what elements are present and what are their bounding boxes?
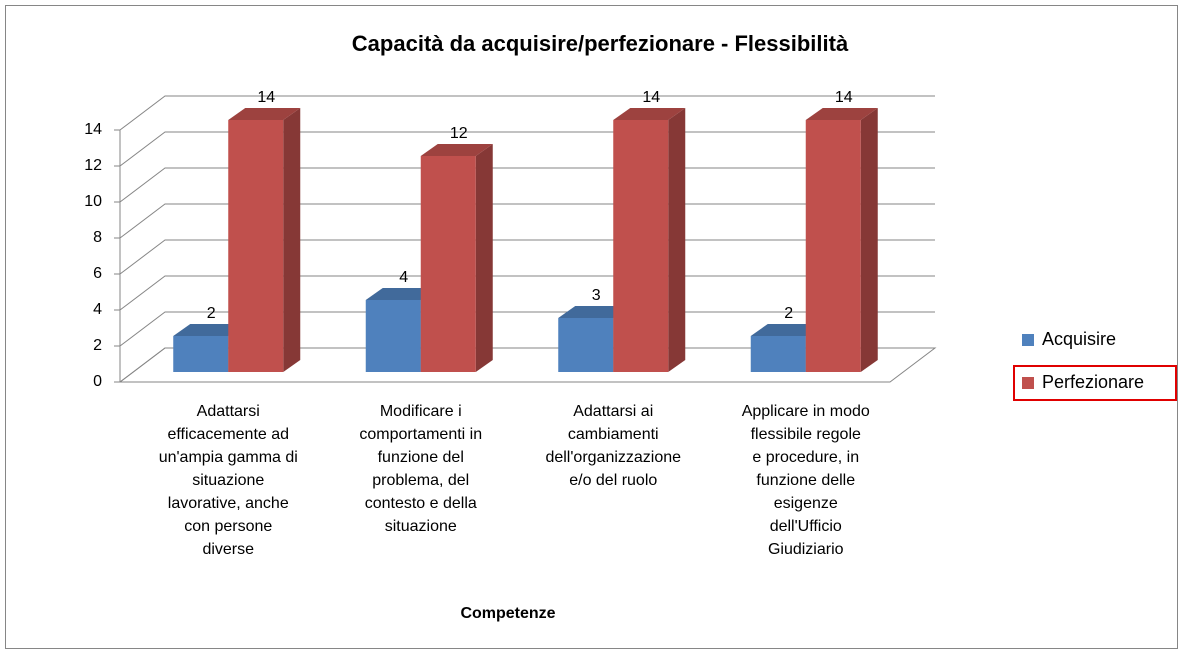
chart-title: Capacità da acquisire/perfezionare - Fle… — [352, 31, 849, 56]
legend-highlight — [1013, 365, 1177, 401]
x-tick-label: Adattarsi ai cambiamenti dell'organizzazio… — [545, 403, 681, 489]
x-tick-label: Applicare in modo flessibile regole e proc… — [742, 403, 870, 558]
value-label: 3 — [592, 287, 601, 304]
bar-top — [173, 324, 246, 336]
bar-top — [805, 108, 878, 120]
value-label: 2 — [207, 305, 216, 322]
y-tick-label: 0 — [93, 373, 102, 390]
bar-top — [365, 288, 438, 300]
x-axis-title: Competenze — [460, 605, 555, 622]
y-tick-label: 14 — [84, 121, 102, 138]
value-label: 4 — [399, 269, 408, 286]
bar-side — [283, 108, 301, 372]
x-tick-label: Modificare i comportamenti in funzione del… — [359, 403, 482, 535]
bar-top — [420, 144, 493, 156]
bar-top — [613, 108, 686, 120]
bar — [173, 336, 229, 372]
y-tick-label: 4 — [93, 301, 102, 318]
bar — [228, 120, 284, 372]
legend-label: Acquisire — [1042, 329, 1116, 349]
bar-side — [668, 108, 686, 372]
value-label: 14 — [835, 89, 853, 106]
value-label: 14 — [642, 89, 660, 106]
bar — [750, 336, 806, 372]
y-tick-label: 6 — [93, 265, 102, 282]
bar-side — [860, 108, 878, 372]
y-tick-label: 8 — [93, 229, 102, 246]
bar — [365, 300, 421, 372]
y-tick-label: 10 — [84, 193, 102, 210]
bar — [420, 156, 476, 372]
y-tick-label: 2 — [93, 337, 102, 354]
value-label: 2 — [784, 305, 793, 322]
bar-top — [228, 108, 301, 120]
bar — [805, 120, 861, 372]
bar-top — [750, 324, 823, 336]
legend-swatch — [1022, 377, 1034, 389]
bar — [558, 318, 614, 372]
grid-line — [119, 95, 935, 131]
x-tick-label: Adattarsi efficacemente ad un'ampia gamma … — [159, 403, 298, 558]
value-label: 14 — [257, 89, 275, 106]
y-tick-label: 12 — [84, 157, 102, 174]
bar-top — [558, 306, 631, 318]
legend-swatch — [1022, 334, 1034, 346]
legend-label: Perfezionare — [1042, 372, 1144, 392]
bar-side — [475, 144, 493, 372]
value-label: 12 — [450, 125, 468, 142]
bar — [613, 120, 669, 372]
